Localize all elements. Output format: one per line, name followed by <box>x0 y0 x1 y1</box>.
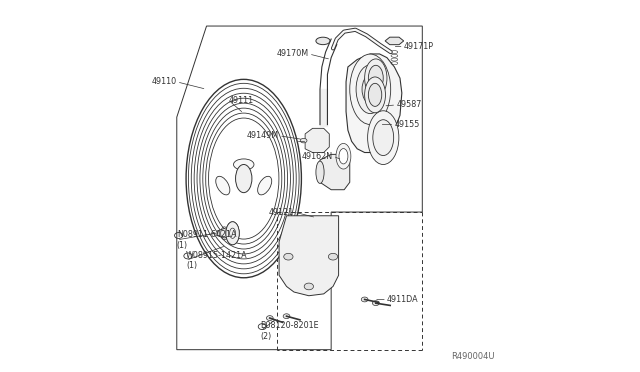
Text: 49155: 49155 <box>394 120 420 129</box>
Ellipse shape <box>284 253 293 260</box>
Ellipse shape <box>349 54 390 125</box>
Ellipse shape <box>373 120 394 155</box>
Ellipse shape <box>365 77 385 113</box>
Text: B08120-8201E
(2): B08120-8201E (2) <box>260 321 319 341</box>
Polygon shape <box>385 37 404 45</box>
Text: 49587: 49587 <box>396 100 422 109</box>
Polygon shape <box>218 228 232 238</box>
Polygon shape <box>346 54 402 153</box>
Ellipse shape <box>304 283 314 290</box>
Ellipse shape <box>234 159 254 170</box>
Text: 49110: 49110 <box>152 77 177 86</box>
Ellipse shape <box>356 65 385 113</box>
Ellipse shape <box>372 301 379 306</box>
Ellipse shape <box>266 315 273 320</box>
Ellipse shape <box>367 111 399 164</box>
Ellipse shape <box>369 83 381 106</box>
Ellipse shape <box>316 37 330 45</box>
Ellipse shape <box>328 253 338 260</box>
Text: 49170M: 49170M <box>276 49 309 58</box>
Text: 49149M: 49149M <box>247 131 279 140</box>
Ellipse shape <box>362 75 378 103</box>
Ellipse shape <box>216 176 230 195</box>
Ellipse shape <box>258 176 272 195</box>
Text: W08915-1421A
(1): W08915-1421A (1) <box>186 251 248 270</box>
Polygon shape <box>320 154 349 190</box>
Ellipse shape <box>300 138 307 143</box>
Polygon shape <box>305 128 330 153</box>
Text: 49162N: 49162N <box>302 152 333 161</box>
Ellipse shape <box>236 164 252 193</box>
Ellipse shape <box>365 59 387 97</box>
Ellipse shape <box>339 148 348 164</box>
Text: 49171P: 49171P <box>404 42 434 51</box>
Polygon shape <box>279 216 339 296</box>
Text: 49111: 49111 <box>229 96 254 105</box>
Ellipse shape <box>369 65 383 91</box>
Ellipse shape <box>316 161 324 183</box>
Ellipse shape <box>362 297 368 302</box>
Text: R490004U: R490004U <box>451 352 495 361</box>
Text: 4911DA: 4911DA <box>387 295 419 304</box>
Ellipse shape <box>336 144 351 169</box>
Ellipse shape <box>283 314 290 318</box>
Text: N08911-6421A
(1): N08911-6421A (1) <box>177 230 236 250</box>
Ellipse shape <box>226 222 239 245</box>
Text: 49121: 49121 <box>269 208 294 217</box>
